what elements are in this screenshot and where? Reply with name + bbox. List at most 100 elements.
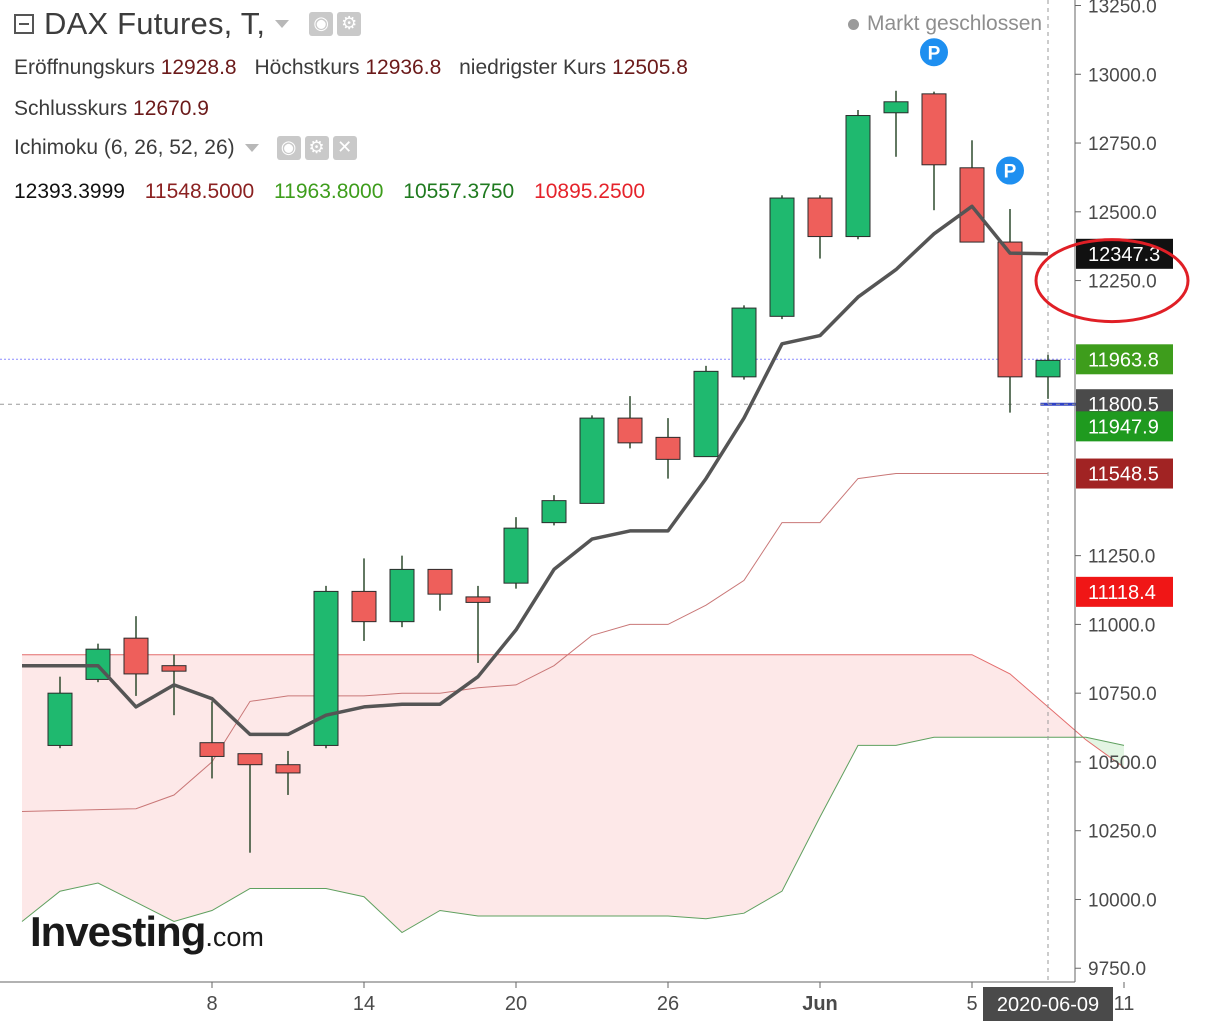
market-status-text: Markt geschlossen xyxy=(867,12,1043,35)
y-tick-label: 10500.0 xyxy=(1088,753,1157,774)
gear-icon[interactable]: ⚙ xyxy=(337,12,362,36)
logo-main: Investing xyxy=(30,908,206,955)
price-label: 11118.4 xyxy=(1088,582,1156,604)
indicator-value: 11963.8000 xyxy=(274,180,384,203)
ohlc-high-value: 12936.8 xyxy=(365,56,442,79)
ichimoku-cloud-bearish xyxy=(22,654,1077,933)
price-label-badge xyxy=(1076,458,1173,489)
collapse-icon[interactable] xyxy=(14,14,34,34)
price-label-badge xyxy=(1076,576,1173,607)
candle-down xyxy=(997,241,1023,378)
candle-up xyxy=(769,197,795,317)
indicator-value: 10557.3750 xyxy=(403,180,515,203)
candle-down xyxy=(807,197,833,238)
pivot-marker xyxy=(994,154,1026,187)
candle-down xyxy=(351,590,377,623)
indicator-name: Ichimoku (6, 26, 52, 26) xyxy=(14,136,235,159)
logo-suffix: .com xyxy=(205,922,264,952)
kijun-sen-line xyxy=(21,473,1048,812)
x-tick-label: 5 xyxy=(966,993,977,1015)
y-tick-label: 10000.0 xyxy=(1088,890,1157,911)
ohlc-low-value: 12505.8 xyxy=(612,56,688,79)
crosshair-date-label: 2020-06-09 xyxy=(997,994,1099,1016)
senkou-span-b-line xyxy=(21,736,1125,934)
indicator-row: Ichimoku (6, 26, 52, 26) ◉ ⚙ ✕ xyxy=(14,136,361,160)
indicator-close-icon[interactable]: ✕ xyxy=(332,136,357,160)
candle-up xyxy=(541,500,567,524)
ohlc-open-label: Eröffnungskurs xyxy=(14,56,155,79)
ichimoku-cloud-bullish xyxy=(1086,737,1124,768)
y-tick-label: 10750.0 xyxy=(1088,684,1157,705)
indicator-eye-icon[interactable]: ◉ xyxy=(276,136,301,160)
candle-up xyxy=(389,568,415,623)
candle-down xyxy=(655,436,681,460)
price-label: 11800.5 xyxy=(1088,394,1159,416)
annotation-circle xyxy=(1034,238,1190,324)
candle-up xyxy=(579,417,605,504)
investing-logo: Investing.com xyxy=(30,908,264,956)
indicator-value: 11548.5000 xyxy=(144,180,255,203)
y-tick-label: 13250.0 xyxy=(1088,0,1157,18)
ohlc-open-value: 12928.8 xyxy=(160,56,237,79)
price-label: 11947.9 xyxy=(1088,416,1159,438)
crosshair-date-badge xyxy=(983,987,1113,1021)
x-tick-label: Jun xyxy=(802,993,838,1015)
candle-down xyxy=(237,753,263,766)
price-label: 11963.8 xyxy=(1088,349,1159,371)
status-dot-icon xyxy=(848,18,859,30)
x-tick-label: 26 xyxy=(657,993,679,1015)
price-label: 11548.5 xyxy=(1088,464,1159,486)
candle-down xyxy=(123,637,149,675)
ohlc-low-label: niedrigster Kurs xyxy=(459,56,607,79)
candle-up xyxy=(1035,359,1061,378)
candle-up xyxy=(731,307,757,378)
candle-up xyxy=(313,590,339,746)
chart-title: DAX Futures, T, xyxy=(44,6,266,41)
candle-down xyxy=(275,764,301,774)
ohlc-high-label: Höchstkurs xyxy=(254,56,360,79)
eye-icon[interactable]: ◉ xyxy=(309,12,334,36)
candle-down xyxy=(465,596,491,603)
candle-up xyxy=(47,692,73,746)
candle-down xyxy=(199,742,225,757)
candle-down xyxy=(161,665,187,672)
x-tick-label: 14 xyxy=(353,993,375,1015)
price-axis-panel xyxy=(1075,0,1223,1024)
indicator-gear-icon[interactable]: ⚙ xyxy=(304,136,329,160)
pivot-marker-label: P xyxy=(928,43,941,64)
senkou-span-a-line xyxy=(22,654,1125,768)
ohlc-row-1: Eröffnungskurs 12928.8 Höchstkurs 12936.… xyxy=(14,56,700,80)
candle-up xyxy=(883,101,909,114)
price-label-badge xyxy=(1076,411,1173,442)
chevron-down-icon[interactable] xyxy=(275,20,290,28)
candle-down xyxy=(427,568,453,595)
candle-down xyxy=(617,417,643,444)
indicator-value: 12393.3999 xyxy=(14,180,125,203)
y-tick-label: 12750.0 xyxy=(1088,134,1157,155)
x-tick-label: 20 xyxy=(505,993,527,1015)
ohlc-row-2: Schlusskurs 12670.9 xyxy=(14,97,221,121)
ohlc-close-label: Schlusskurs xyxy=(14,97,128,120)
candle-down xyxy=(921,93,947,166)
indicator-values: 12393.3999 11548.5000 11963.8000 10557.3… xyxy=(14,180,659,204)
indicator-value: 10895.2500 xyxy=(534,180,646,203)
y-tick-label: 13000.0 xyxy=(1088,65,1157,86)
price-label: 12347.3 xyxy=(1088,244,1160,266)
pivot-marker xyxy=(918,36,950,69)
ohlc-close-value: 12670.9 xyxy=(133,97,209,120)
tenkan-sen-line xyxy=(22,204,1049,737)
candle-up xyxy=(503,527,529,584)
candle-up xyxy=(845,115,871,238)
y-tick-label: 12250.0 xyxy=(1088,272,1157,293)
y-tick-label: 11250.0 xyxy=(1088,547,1155,568)
title-row: DAX Futures, T, ◉ ⚙ xyxy=(14,6,365,42)
y-tick-label: 9750.0 xyxy=(1088,959,1146,980)
candle-up xyxy=(693,370,719,458)
indicator-chevron-down-icon[interactable] xyxy=(244,144,259,152)
market-status: Markt geschlossen xyxy=(848,12,1042,36)
price-label-badge xyxy=(1076,344,1173,375)
pivot-marker-label: P xyxy=(1004,162,1017,183)
y-tick-label: 12500.0 xyxy=(1088,203,1157,224)
